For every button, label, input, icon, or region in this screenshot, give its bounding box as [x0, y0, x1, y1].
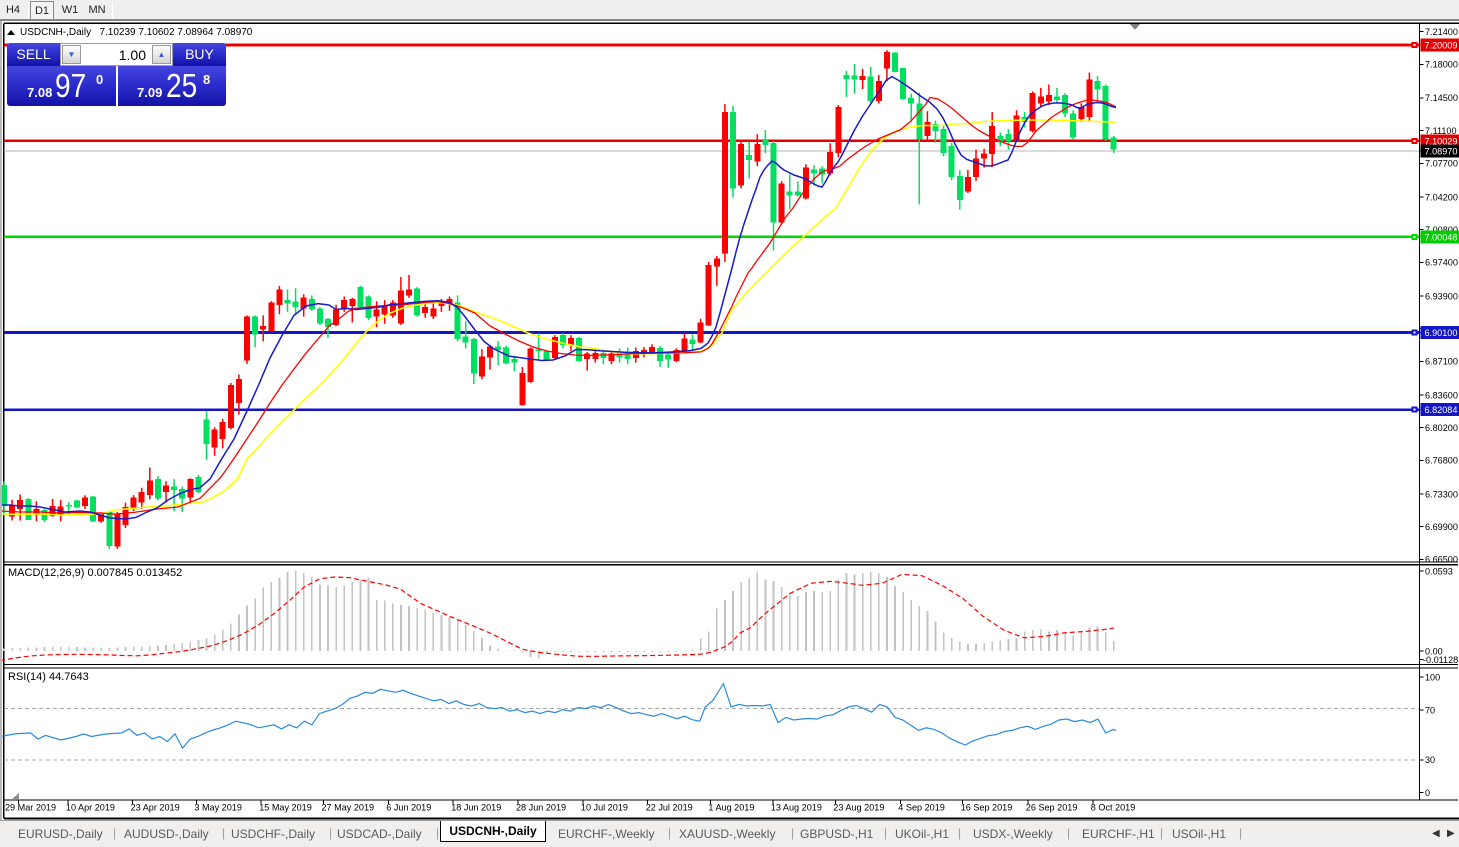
svg-text:7.11100: 7.11100	[1425, 126, 1457, 136]
svg-text:6.87100: 6.87100	[1425, 357, 1458, 367]
svg-text:30: 30	[1425, 755, 1435, 765]
svg-text:6 Jun 2019: 6 Jun 2019	[386, 803, 431, 813]
svg-text:22 Jul 2019: 22 Jul 2019	[646, 803, 693, 813]
svg-text:6.83600: 6.83600	[1425, 390, 1458, 400]
svg-text:6.73300: 6.73300	[1425, 489, 1458, 499]
svg-text:8 Oct 2019: 8 Oct 2019	[1091, 803, 1136, 813]
svg-text:3 May 2019: 3 May 2019	[194, 803, 242, 813]
svg-text:26 Sep 2019: 26 Sep 2019	[1026, 803, 1078, 813]
svg-text:7.08970: 7.08970	[1425, 147, 1458, 157]
svg-text:18 Jun 2019: 18 Jun 2019	[451, 803, 501, 813]
svg-text:4 Sep 2019: 4 Sep 2019	[898, 803, 945, 813]
svg-text:6.76800: 6.76800	[1425, 456, 1458, 466]
svg-text:23 Aug 2019: 23 Aug 2019	[833, 803, 884, 813]
svg-text:16 Sep 2019: 16 Sep 2019	[961, 803, 1013, 813]
svg-text:7.20009: 7.20009	[1425, 41, 1458, 51]
svg-text:13 Aug 2019: 13 Aug 2019	[771, 803, 822, 813]
svg-text:7.18000: 7.18000	[1425, 60, 1458, 70]
svg-text:100: 100	[1425, 672, 1440, 682]
svg-text:-0.01128: -0.01128	[1423, 655, 1458, 665]
svg-text:1 Aug 2019: 1 Aug 2019	[708, 803, 754, 813]
svg-text:6.90100: 6.90100	[1425, 328, 1458, 338]
svg-text:7.07700: 7.07700	[1425, 159, 1458, 169]
svg-text:28 Jun 2019: 28 Jun 2019	[516, 803, 566, 813]
svg-text:23 Apr 2019: 23 Apr 2019	[131, 803, 180, 813]
svg-text:0.00: 0.00	[1425, 646, 1443, 656]
svg-text:6.80200: 6.80200	[1425, 423, 1458, 433]
svg-text:70: 70	[1425, 705, 1435, 715]
svg-text:6.93900: 6.93900	[1425, 291, 1458, 301]
svg-text:6.82084: 6.82084	[1425, 405, 1458, 415]
svg-text:0.0593: 0.0593	[1425, 566, 1453, 576]
svg-text:15 May 2019: 15 May 2019	[259, 803, 312, 813]
svg-text:6.69900: 6.69900	[1425, 522, 1458, 532]
svg-text:10 Apr 2019: 10 Apr 2019	[66, 803, 115, 813]
svg-text:10 Jul 2019: 10 Jul 2019	[581, 803, 628, 813]
svg-text:6.66500: 6.66500	[1425, 555, 1458, 565]
svg-text:7.14500: 7.14500	[1425, 93, 1458, 103]
svg-text:7.00800: 7.00800	[1425, 225, 1458, 235]
svg-text:7.00048: 7.00048	[1425, 233, 1458, 243]
svg-text:6.97400: 6.97400	[1425, 258, 1458, 268]
svg-text:7.04200: 7.04200	[1425, 192, 1458, 202]
svg-text:7.10029: 7.10029	[1425, 137, 1458, 147]
svg-text:29 Mar 2019: 29 Mar 2019	[5, 803, 56, 813]
svg-text:0: 0	[1425, 788, 1430, 798]
svg-text:7.21400: 7.21400	[1425, 27, 1458, 37]
svg-text:27 May 2019: 27 May 2019	[322, 803, 375, 813]
